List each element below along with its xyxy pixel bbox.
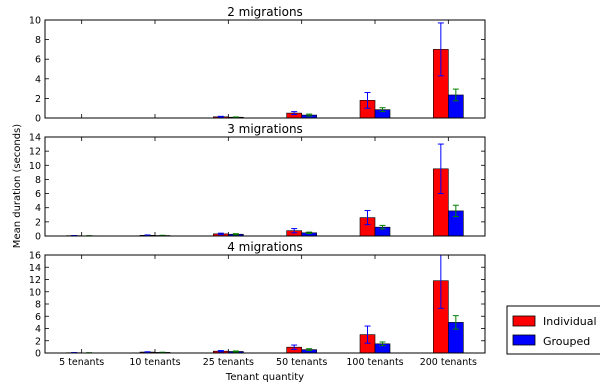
y-tick-label: 8 [35,300,41,311]
legend-frame [506,305,600,355]
y-tick-label: 8 [35,35,41,46]
y-tick-label: 6 [35,312,41,323]
legend-swatch-grouped [512,334,536,346]
y-tick-label: 2 [35,336,41,347]
y-tick-label: 0 [35,114,41,125]
x-tick-label: 25 tenants [203,357,254,368]
y-tick-label: 0 [35,349,41,360]
panel-2-migrations: 2 migrations 0 2 4 6 8 10 [29,5,486,125]
y-tick-label: 16 [29,251,41,262]
y-tick-label: 14 [29,133,41,144]
y-tick-label: 8 [35,175,41,186]
y-tick-label: 0 [35,232,41,243]
y-tick-label: 6 [35,55,41,66]
panel-3-migrations: 3 migrations 0 2 4 6 8 10 12 14 [29,122,486,243]
x-tick-label: 10 tenants [129,357,180,368]
y-tick-label: 4 [35,203,41,214]
plot-frame [44,136,486,237]
y-tick-label: 10 [29,161,41,172]
panel-title: 2 migrations [227,5,303,19]
y-tick-label: 14 [29,263,41,274]
legend-label-grouped: Grouped [543,335,590,348]
x-tick-label: 200 tenants [420,357,477,368]
plot-frame [44,19,486,119]
y-tick-label: 4 [35,324,41,335]
plot-frame [44,254,486,354]
legend-swatch-individual [512,315,536,327]
panel-title: 4 migrations [227,240,303,254]
legend: Individual Grouped [506,305,600,355]
legend-label-individual: Individual [543,315,597,328]
y-tick-label: 4 [35,74,41,85]
y-tick-label: 12 [29,275,41,286]
panel-title: 3 migrations [227,122,303,136]
x-axis-label: Tenant quantity [225,372,304,383]
x-tick-label: 100 tenants [346,357,403,368]
x-tick-label: 5 tenants [59,357,104,368]
y-tick-label: 10 [29,16,41,27]
y-tick-label: 12 [29,147,41,158]
y-tick-label: 2 [35,94,41,105]
y-axis-label: Mean duration (seconds) [12,124,23,248]
x-tick-label: 50 tenants [276,357,327,368]
y-tick-label: 2 [35,217,41,228]
y-tick-label: 10 [29,287,41,298]
y-tick-label: 6 [35,189,41,200]
